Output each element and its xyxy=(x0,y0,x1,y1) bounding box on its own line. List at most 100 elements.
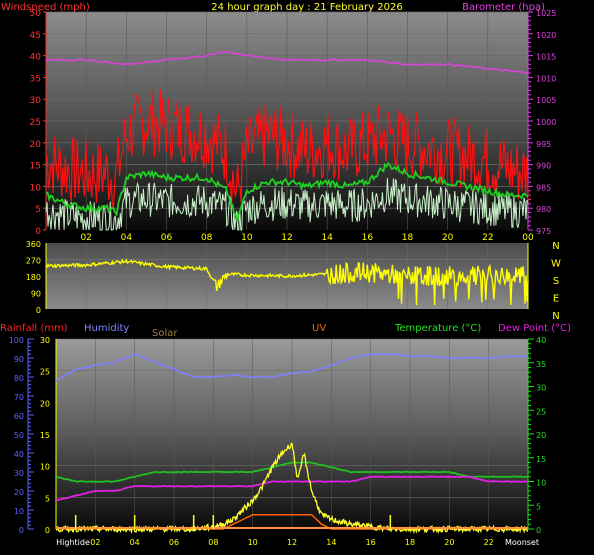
x-axis-label: 08 xyxy=(208,538,218,547)
wind-speed-line xyxy=(45,177,529,231)
temperature-axis-tick: 15 xyxy=(536,455,546,464)
wind-axis-tick: 40 xyxy=(30,53,42,63)
x-axis-label: Moonset xyxy=(505,538,539,547)
direction-axis-tick: 0 xyxy=(36,306,41,315)
wind-axis-title: Windspeed (mph) xyxy=(1,2,90,13)
barometer-axis-tick: 1010 xyxy=(536,74,556,83)
x-axis-label: 20 xyxy=(444,538,454,547)
x-axis-label: 02 xyxy=(90,538,100,547)
rain-axis-tick: 20 xyxy=(40,399,50,408)
x-axis-label: 14 xyxy=(326,538,336,547)
barometer-axis-tick: 1015 xyxy=(536,53,556,62)
compass-label: N xyxy=(552,241,559,252)
barometer-axis-title: Barometer (hpa) xyxy=(462,2,545,13)
rain-axis-tick: 10 xyxy=(40,463,50,472)
compass-label: S xyxy=(553,276,559,287)
barometer-axis-tick: 1025 xyxy=(536,9,556,18)
barometer-axis-tick: 975 xyxy=(536,227,551,236)
wind-axis-tick: 30 xyxy=(30,96,42,106)
climate-panel-x-labels: Hightide 02 04 06 08 10 12 14 16 18 20 22 Moonset xyxy=(56,538,539,547)
direction-axis-tick: 360 xyxy=(26,240,41,249)
humidity-axis-tick: 20 xyxy=(14,488,24,497)
x-tick-label: 02 xyxy=(80,233,91,243)
legend-temperature: Temperature (°C) xyxy=(394,323,481,334)
barometer-axis-tick: 995 xyxy=(536,140,551,149)
solar-line xyxy=(55,442,529,535)
compass-label: E xyxy=(553,294,559,305)
barometer-axis-tick: 1020 xyxy=(536,31,556,40)
rain-axis-tick: 15 xyxy=(40,431,50,440)
wind-panel-x-ticks: 02 04 06 08 10 12 14 16 18 20 22 00 xyxy=(80,233,534,243)
legend-dew-point: Dew Point (°C) xyxy=(498,323,571,334)
humidity-axis-tick: 90 xyxy=(14,355,24,364)
rain-axis-tick: 5 xyxy=(45,494,50,503)
barometer-line xyxy=(45,51,529,75)
x-tick-label: 14 xyxy=(321,233,333,243)
x-axis-label: 12 xyxy=(287,538,297,547)
x-tick-label: 00 xyxy=(522,233,534,243)
wind-average-line xyxy=(45,161,529,222)
x-tick-label: 10 xyxy=(241,233,253,243)
temperature-axis-tick: 40 xyxy=(536,336,546,345)
climate-panel-grid xyxy=(56,338,528,529)
humidity-axis-tick: 50 xyxy=(14,431,24,440)
x-axis-label: 22 xyxy=(484,538,494,547)
wind-panel-series xyxy=(45,51,529,231)
humidity-axis-tick: 0 xyxy=(19,526,24,535)
x-axis-label: 16 xyxy=(366,538,376,547)
wind-axis-tick: 15 xyxy=(30,162,41,172)
humidity-axis-tick: 70 xyxy=(14,393,24,402)
x-tick-label: 04 xyxy=(121,233,133,243)
barometer-axis-tick: 1000 xyxy=(536,118,556,127)
x-tick-label: 16 xyxy=(362,233,374,243)
x-tick-label: 20 xyxy=(442,233,454,243)
barometer-axis-tick: 985 xyxy=(536,183,551,192)
x-axis-label: 18 xyxy=(405,538,415,547)
wind-direction-line xyxy=(46,258,529,306)
wind-axis-tick: 50 xyxy=(30,9,42,19)
rain-axis-tick: 25 xyxy=(40,368,50,377)
temperature-axis-tick: 25 xyxy=(536,407,546,416)
x-axis-label: 04 xyxy=(130,538,140,547)
compass-label: W xyxy=(551,259,561,270)
wind-axis-tick: 0 xyxy=(35,227,41,237)
direction-panel-series xyxy=(46,258,529,306)
humidity-axis-tick: 40 xyxy=(14,450,24,459)
temperature-axis-tick: 0 xyxy=(536,526,541,535)
legend-uv: UV xyxy=(312,323,326,334)
legend-solar: Solar xyxy=(152,328,178,339)
barometer-axis-tick: 1005 xyxy=(536,96,556,105)
temperature-axis-tick: 30 xyxy=(536,384,546,393)
temperature-axis-tick: 10 xyxy=(536,479,546,488)
humidity-axis-tick: 60 xyxy=(14,412,24,421)
temperature-line xyxy=(55,461,528,483)
x-axis-label: Hightide xyxy=(56,538,90,547)
temperature-axis-tick: 5 xyxy=(536,502,541,511)
wind-axis-tick: 25 xyxy=(30,118,41,128)
temperature-axis-tick: 20 xyxy=(536,431,546,440)
barometer-axis-tick: 980 xyxy=(536,205,551,214)
legend-rainfall: Rainfall (mm) xyxy=(0,323,68,334)
wind-axis-tick: 45 xyxy=(30,31,41,41)
chart-title: 24 hour graph day : 21 February 2026 xyxy=(211,2,402,13)
temperature-axis-tick: 35 xyxy=(536,360,546,369)
x-axis-label: 10 xyxy=(248,538,258,547)
x-axis-label: 06 xyxy=(169,538,179,547)
rain-axis-tick: 30 xyxy=(40,336,50,345)
x-tick-label: 18 xyxy=(402,233,414,243)
rain-axis-tick: 0 xyxy=(45,526,50,535)
x-tick-label: 06 xyxy=(161,233,173,243)
humidity-axis-tick: 30 xyxy=(14,469,24,478)
compass-label: N xyxy=(552,311,559,322)
humidity-axis-tick: 80 xyxy=(14,374,24,383)
direction-axis-tick: 90 xyxy=(31,290,41,299)
humidity-axis-tick: 10 xyxy=(14,507,24,516)
humidity-axis-tick: 100 xyxy=(9,336,24,345)
wind-axis-tick: 5 xyxy=(35,205,41,215)
x-tick-label: 08 xyxy=(201,233,213,243)
climate-panel-axes: 0 10 20 30 40 50 60 70 80 90 100 0 5 10 15 20 25 30 0 5 10 15… xyxy=(9,336,546,535)
legend-humidity: Humidity xyxy=(84,323,129,334)
x-tick-label: 12 xyxy=(281,233,292,243)
